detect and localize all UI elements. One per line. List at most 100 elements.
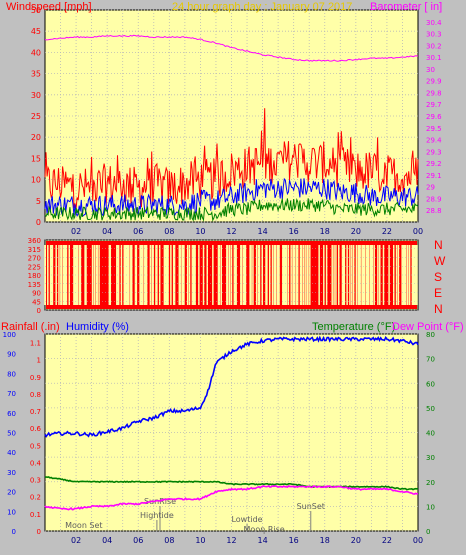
humidity-axis-label: Humidity (%) — [66, 321, 129, 333]
hour-tick-label: 12 — [226, 536, 236, 545]
wind-barometer-panel: 0 5 10 15 20 25 30 35 40 45 50 28.8 28.9 29 29.1 29.2 29… — [31, 6, 442, 236]
windspeed-tick-label: 45 — [31, 27, 41, 36]
temperature-tick-label: 70 — [426, 356, 435, 364]
barometer-tick-label: 30.3 — [426, 31, 442, 39]
hour-tick-label: 02 — [71, 536, 81, 545]
rainfall-tick-label: 80 — [7, 370, 16, 378]
hour-tick-label: 04 — [102, 227, 112, 236]
barometer-tick-label: 29.3 — [426, 148, 442, 156]
windspeed-tick-label: 10 — [31, 176, 41, 185]
windspeed-tick-label: 15 — [31, 154, 41, 163]
windspeed-tick-label: 0 — [36, 218, 41, 227]
hour-tick-label: 04 — [102, 536, 112, 545]
rainfall-tick-label: 20 — [7, 489, 16, 497]
compass-label-w: W — [434, 254, 446, 268]
rainfall-tick-label: 100 — [3, 331, 16, 339]
windspeed-tick-label: 40 — [31, 48, 41, 57]
hour-tick-label: 10 — [195, 227, 205, 236]
compass-label-n-top: N — [434, 238, 443, 252]
humidity-tick-label: 1.1 — [30, 340, 41, 348]
temperature-tick-label: 40 — [426, 430, 435, 438]
temperature-tick-label: 50 — [426, 405, 435, 413]
windspeed-tick-label: 5 — [36, 197, 41, 206]
direction-tick-label: 0 — [37, 307, 41, 315]
barometer-tick-label: 29.6 — [426, 113, 442, 121]
rainfall-tick-label: 60 — [7, 410, 16, 418]
direction-tick-label: 180 — [28, 272, 41, 280]
windspeed-tick-label: 25 — [31, 112, 41, 121]
barometer-tick-label: 29.8 — [426, 89, 442, 97]
rainfall-tick-label: 70 — [7, 390, 16, 398]
rainfall-tick-label: 50 — [7, 430, 16, 438]
hour-tick-label: 10 — [195, 536, 205, 545]
barometer-axis-label: Barometer [ in] — [370, 1, 443, 13]
humidity-series — [44, 335, 419, 438]
barometer-tick-label: 30.1 — [426, 54, 442, 62]
hour-tick-label: 08 — [164, 536, 174, 545]
hour-tick-label: 12 — [226, 227, 236, 236]
direction-tick-label: 135 — [28, 281, 41, 289]
compass-label-e: E — [434, 286, 443, 300]
direction-tick-label: 45 — [32, 298, 41, 306]
barometer-tick-label: 30.4 — [426, 19, 442, 27]
barometer-tick-label: 30 — [426, 66, 435, 74]
humidity-tick-label: 0.9 — [30, 374, 41, 382]
humidity-tick-label: 0.1 — [30, 511, 41, 519]
rainfall-tick-label: 10 — [7, 508, 16, 516]
hour-tick-label: 22 — [382, 227, 392, 236]
windspeed-tick-label: 50 — [31, 6, 41, 15]
humidity-tick-label: 0 — [37, 528, 41, 536]
windspeed-tick-label: 35 — [31, 70, 41, 79]
humidity-tick-label: 0.8 — [30, 391, 41, 399]
hour-tick-label: 22 — [382, 536, 392, 545]
event-annotation-label: SunSet — [297, 502, 325, 511]
rainfall-tick-label: 90 — [7, 351, 16, 359]
windspeed-tick-label: 30 — [31, 91, 41, 100]
direction-tick-label: 225 — [28, 263, 41, 271]
windspeed-tick-label: 20 — [31, 133, 41, 142]
barometer-tick-label: 29.5 — [426, 125, 442, 133]
hour-tick-label: 20 — [351, 536, 361, 545]
barometer-tick-label: 28.9 — [426, 195, 442, 203]
direction-tick-label: 270 — [28, 255, 41, 263]
hour-tick-label: 18 — [320, 536, 330, 545]
dewpoint-axis-label: Dew Point (°F) — [392, 321, 464, 333]
temperature-tick-label: 0 — [426, 528, 430, 536]
hour-tick-label: 14 — [257, 536, 267, 545]
temperature-series — [44, 476, 419, 491]
barometer-series — [44, 34, 419, 62]
direction-tick-label: 315 — [28, 246, 41, 254]
barometer-tick-label: 29 — [426, 184, 435, 192]
windspeed-axis-label: Windspeed [mph] — [6, 1, 92, 13]
humidity-tick-label: 1 — [37, 357, 41, 365]
wind-gust-series — [44, 108, 419, 210]
hour-tick-label: 18 — [320, 227, 330, 236]
barometer-tick-label: 29.1 — [426, 172, 442, 180]
event-annotation-label: Moon Set — [65, 521, 102, 530]
temperature-tick-label: 30 — [426, 454, 435, 462]
hour-tick-label: 16 — [289, 227, 299, 236]
hour-tick-label: 06 — [133, 536, 143, 545]
barometer-tick-label: 28.8 — [426, 207, 442, 215]
compass-label-s: S — [434, 270, 443, 284]
temperature-tick-label: 10 — [426, 503, 435, 511]
rainfall-tick-label: 0 — [12, 528, 16, 536]
hour-tick-label: 08 — [164, 227, 174, 236]
chart-title: 24 hour graph day : January 07 2017 — [172, 1, 353, 13]
hour-tick-label: 00 — [413, 536, 423, 545]
hour-tick-label: 02 — [71, 227, 81, 236]
barometer-tick-label: 29.2 — [426, 160, 442, 168]
event-annotation-label: Lowtide — [231, 515, 262, 524]
hour-tick-label: 00 — [413, 227, 423, 236]
rainfall-tick-label: 30 — [7, 469, 16, 477]
event-annotation-label: Moon Rise — [244, 525, 285, 534]
humidity-tick-label: 0.7 — [30, 408, 41, 416]
direction-tick-label: 360 — [28, 237, 41, 245]
rainfall-tick-label: 40 — [7, 449, 16, 457]
direction-tick-label: 90 — [32, 290, 41, 298]
humidity-temperature-panel: 0102030405060708001020304050607080901000… — [3, 331, 435, 545]
compass-label-n-bottom: N — [434, 302, 443, 316]
event-annotation-label: Hightide — [140, 511, 174, 520]
